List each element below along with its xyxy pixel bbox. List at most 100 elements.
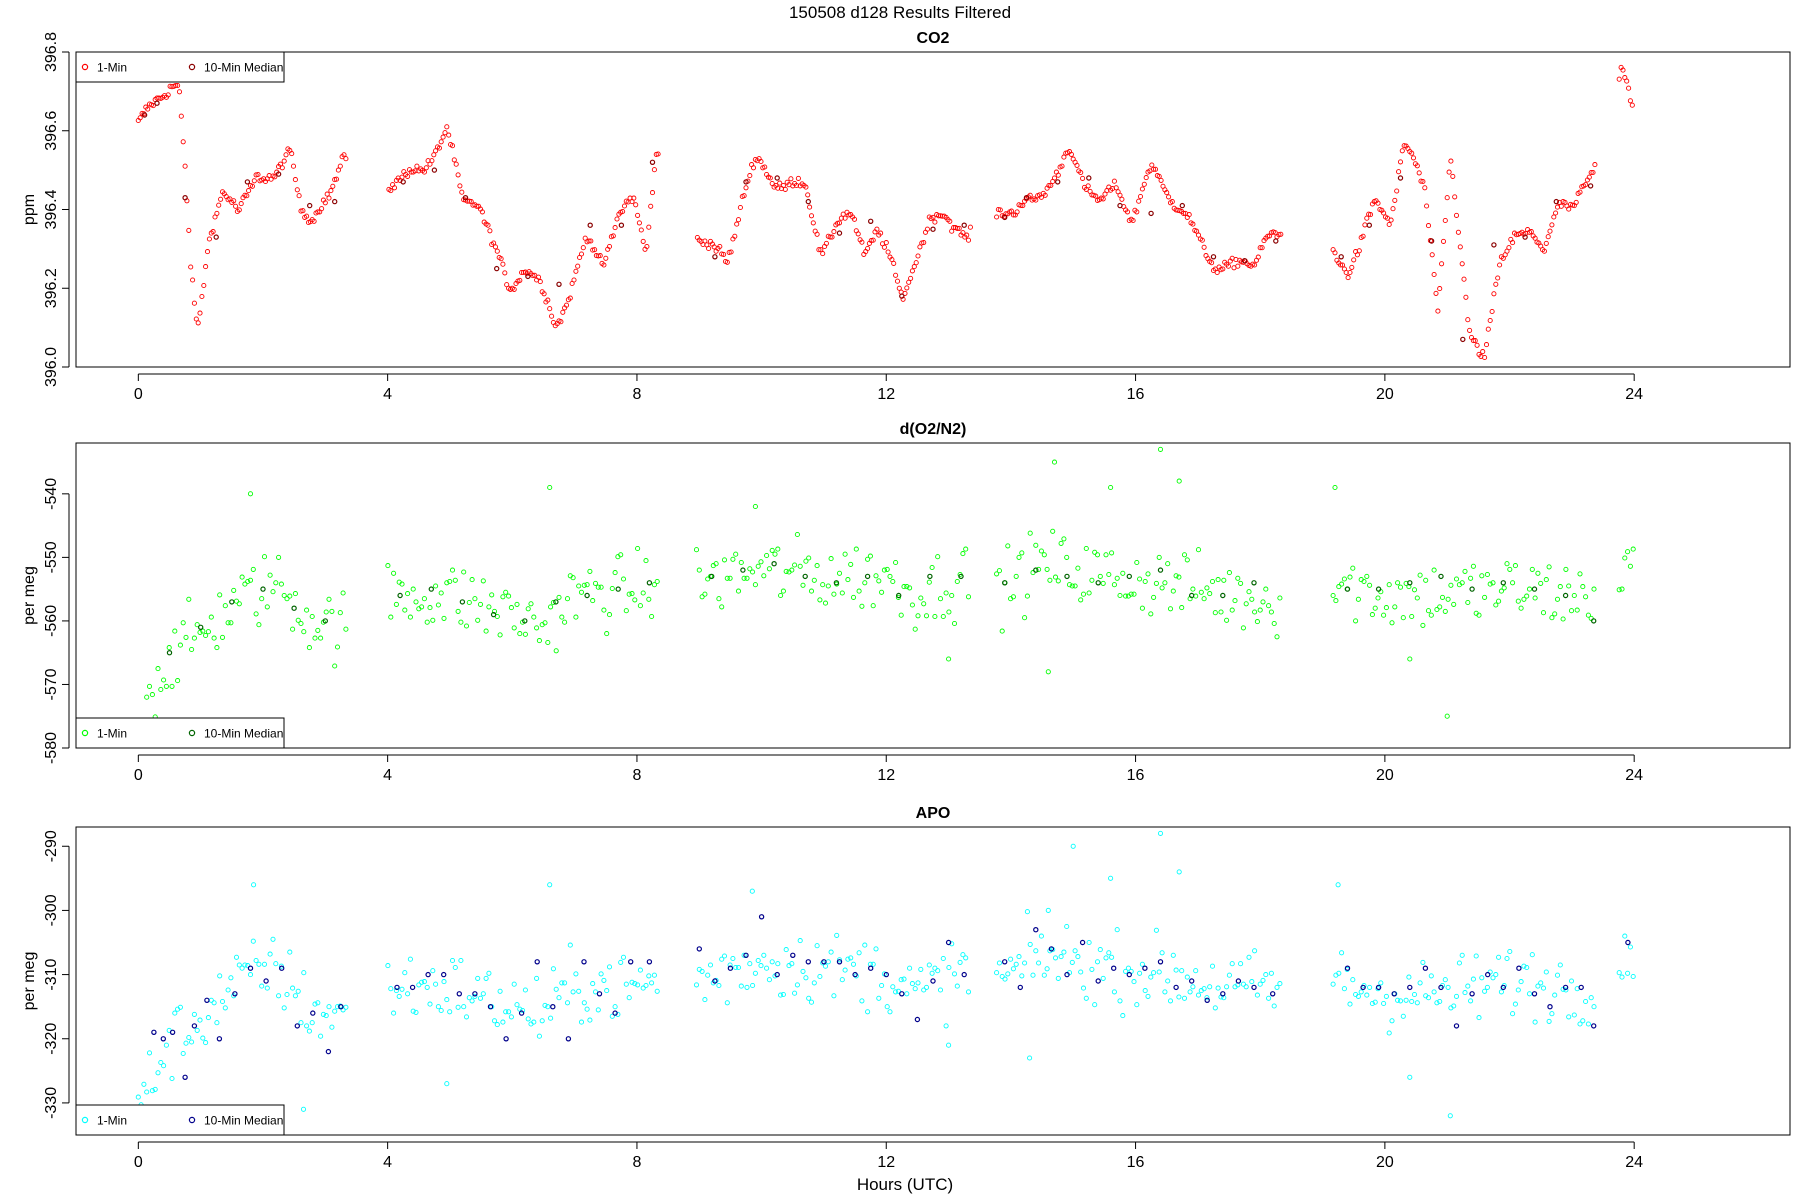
data-point (932, 219, 938, 225)
data-point (1448, 582, 1454, 588)
data-point (1080, 591, 1087, 597)
data-point (1571, 592, 1577, 599)
data-point (1254, 619, 1260, 625)
data-point (735, 964, 742, 971)
data-point (1179, 968, 1185, 974)
x-tick-label: 4 (383, 386, 392, 403)
data-point (1616, 970, 1622, 976)
median-point (1241, 258, 1248, 264)
data-point (340, 590, 346, 596)
data-point (842, 551, 848, 557)
data-point (755, 563, 761, 569)
data-point (1489, 308, 1495, 315)
data-point (200, 628, 206, 634)
data-point (1532, 1019, 1538, 1025)
data-point (1131, 591, 1137, 597)
data-point (535, 274, 542, 280)
data-point (1361, 578, 1367, 585)
data-point (1018, 203, 1024, 209)
data-point (1407, 656, 1413, 662)
data-point (749, 888, 755, 894)
data-point (637, 967, 643, 973)
data-point (1540, 985, 1547, 991)
points-layer (135, 64, 1635, 361)
data-point (225, 620, 231, 626)
data-point (716, 596, 722, 602)
data-point (1005, 543, 1011, 549)
data-point (137, 115, 143, 121)
data-point (1627, 98, 1633, 104)
data-point (743, 185, 749, 191)
data-point (996, 568, 1002, 574)
median-point (553, 599, 559, 605)
data-point (575, 263, 581, 269)
data-point (1169, 199, 1175, 205)
data-point (1394, 188, 1400, 194)
data-point (447, 578, 453, 585)
data-point (737, 204, 743, 211)
data-point (424, 984, 430, 990)
data-point (251, 178, 257, 184)
data-point (738, 983, 744, 989)
legend-marker (81, 1116, 89, 1124)
data-point (764, 552, 770, 559)
data-point (721, 953, 728, 959)
median-point (397, 592, 403, 599)
data-point (1225, 263, 1231, 269)
data-point (497, 988, 503, 994)
data-point (1338, 262, 1344, 268)
data-point (960, 230, 966, 236)
data-point (1390, 206, 1396, 212)
data-point (318, 1033, 324, 1039)
data-point (261, 961, 268, 967)
data-point (1139, 961, 1145, 967)
data-point (1543, 240, 1549, 246)
data-point (1347, 269, 1353, 276)
data-point (1479, 975, 1485, 981)
data-point (391, 185, 398, 191)
data-point (452, 964, 458, 971)
y-tick-label: 396.4 (43, 189, 60, 229)
data-point (885, 249, 891, 255)
y-axis-label: ppm (21, 194, 38, 225)
data-point (1070, 843, 1076, 849)
data-point (612, 570, 618, 576)
data-point (228, 975, 234, 981)
data-point (1036, 960, 1042, 966)
data-point (1181, 552, 1188, 558)
data-point (1159, 950, 1165, 956)
data-point (606, 243, 613, 250)
data-point (491, 1018, 498, 1024)
data-point (850, 594, 857, 600)
median-point (868, 218, 874, 224)
data-point (150, 103, 156, 109)
data-point (203, 264, 209, 270)
data-point (461, 569, 467, 575)
data-point (702, 997, 708, 1003)
data-point (486, 970, 492, 976)
data-point (761, 573, 767, 579)
data-point (640, 590, 646, 596)
data-point (716, 982, 722, 989)
median-point (1422, 965, 1429, 971)
data-point (1134, 209, 1140, 215)
data-point (292, 591, 298, 597)
data-point (290, 163, 297, 169)
data-point (1260, 599, 1266, 605)
data-point (1089, 966, 1095, 972)
data-point (1547, 228, 1553, 234)
data-point (623, 608, 629, 614)
data-point (1078, 969, 1084, 975)
y-tick-label: -300 (43, 894, 60, 926)
data-point (717, 243, 723, 250)
data-point (842, 215, 848, 221)
data-point (1078, 597, 1084, 603)
data-point (1400, 615, 1406, 621)
data-point (576, 988, 582, 994)
median-point (1148, 210, 1154, 217)
data-point (1002, 976, 1008, 982)
data-point (1389, 1018, 1395, 1024)
data-point (1381, 612, 1387, 618)
data-point (146, 1050, 153, 1056)
data-point (1274, 634, 1280, 640)
